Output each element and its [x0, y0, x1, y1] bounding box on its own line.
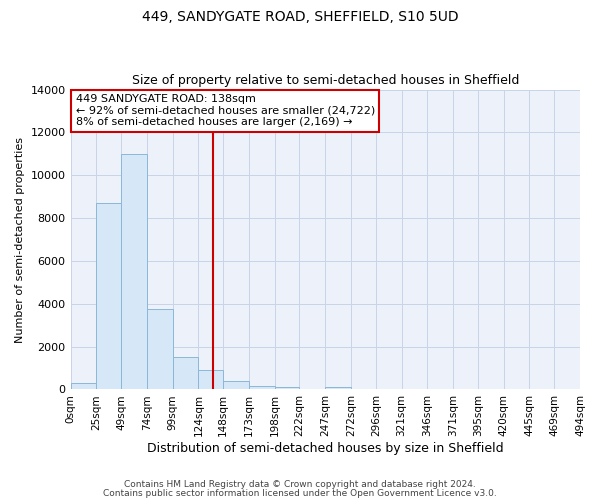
- Bar: [97, 203, 121, 390]
- Bar: [71, 383, 97, 390]
- Bar: [249, 386, 275, 390]
- X-axis label: Distribution of semi-detached houses by size in Sheffield: Distribution of semi-detached houses by …: [147, 442, 503, 455]
- Bar: [275, 386, 299, 390]
- Text: 449, SANDYGATE ROAD, SHEFFIELD, S10 5UD: 449, SANDYGATE ROAD, SHEFFIELD, S10 5UD: [142, 10, 458, 24]
- Bar: [121, 154, 147, 390]
- Text: 449 SANDYGATE ROAD: 138sqm
← 92% of semi-detached houses are smaller (24,722)
8%: 449 SANDYGATE ROAD: 138sqm ← 92% of semi…: [76, 94, 375, 128]
- Title: Size of property relative to semi-detached houses in Sheffield: Size of property relative to semi-detach…: [131, 74, 519, 87]
- Y-axis label: Number of semi-detached properties: Number of semi-detached properties: [15, 136, 25, 342]
- Bar: [223, 381, 249, 390]
- Bar: [147, 309, 173, 390]
- Text: Contains public sector information licensed under the Open Government Licence v3: Contains public sector information licen…: [103, 488, 497, 498]
- Bar: [199, 370, 223, 390]
- Bar: [173, 358, 199, 390]
- Text: Contains HM Land Registry data © Crown copyright and database right 2024.: Contains HM Land Registry data © Crown c…: [124, 480, 476, 489]
- Bar: [325, 386, 351, 390]
